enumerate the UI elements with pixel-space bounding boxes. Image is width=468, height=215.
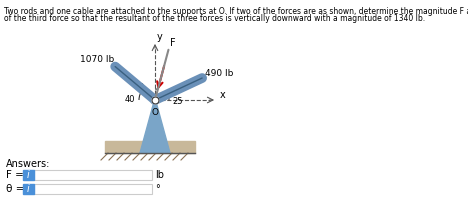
Text: F: F xyxy=(170,38,176,48)
Bar xyxy=(105,141,195,153)
Bar xyxy=(34,184,152,194)
Bar xyxy=(34,170,152,180)
Text: °: ° xyxy=(155,184,160,194)
Text: of the third force so that the resultant of the three forces is vertically downw: of the third force so that the resultant… xyxy=(4,14,425,23)
Text: i: i xyxy=(27,184,30,194)
Text: 490 lb: 490 lb xyxy=(205,69,234,78)
Bar xyxy=(23,184,34,194)
Text: y: y xyxy=(157,32,163,42)
Text: i: i xyxy=(27,170,30,180)
Text: 1070 lb: 1070 lb xyxy=(80,55,114,64)
Bar xyxy=(23,170,34,180)
Polygon shape xyxy=(140,98,170,153)
Text: x: x xyxy=(220,90,226,100)
Text: lb: lb xyxy=(155,170,164,180)
Text: 40: 40 xyxy=(124,95,135,104)
Text: O: O xyxy=(152,108,159,117)
Text: 25: 25 xyxy=(172,97,183,106)
Text: θ =: θ = xyxy=(6,184,24,194)
Text: Answers:: Answers: xyxy=(6,159,51,169)
Text: Two rods and one cable are attached to the supports at O. If two of the forces a: Two rods and one cable are attached to t… xyxy=(4,7,468,16)
Text: F =: F = xyxy=(6,170,24,180)
Text: θ: θ xyxy=(139,83,144,92)
